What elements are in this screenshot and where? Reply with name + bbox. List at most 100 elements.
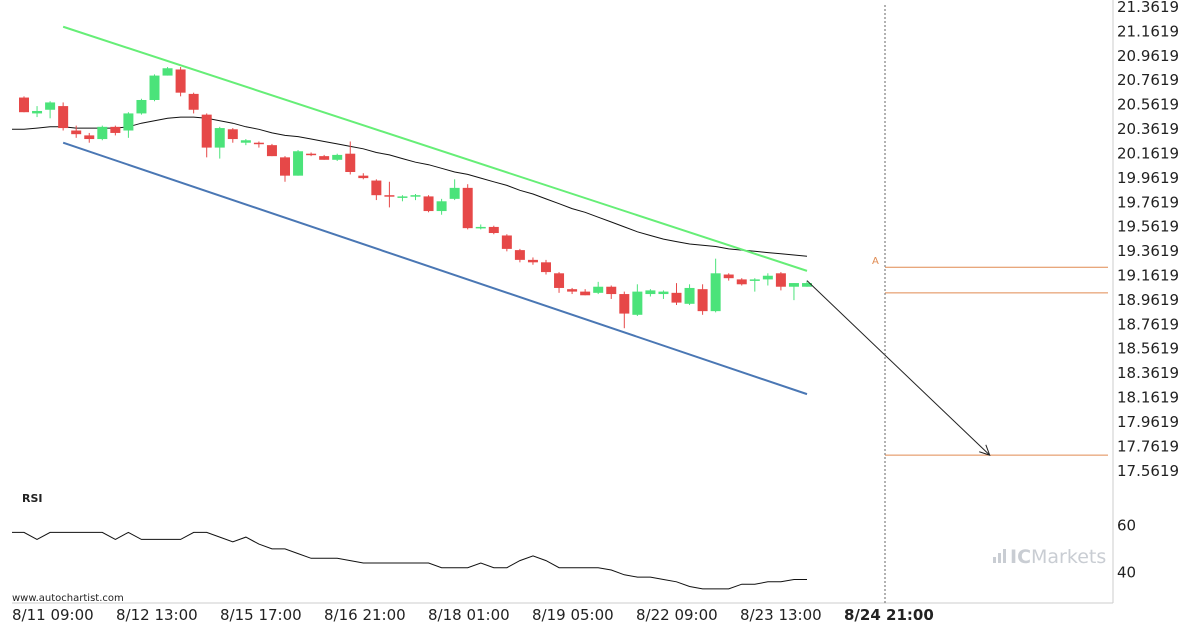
candle [306, 152, 317, 157]
y-tick-label: 19.3619 [1117, 242, 1179, 260]
rsi-label: RSI [22, 492, 43, 505]
candle-body [593, 286, 604, 293]
candle-body [541, 262, 551, 273]
candle [658, 290, 669, 299]
candle [802, 280, 812, 287]
candle [319, 154, 330, 160]
candle-body [436, 201, 447, 212]
candle-body [358, 175, 369, 179]
candle [188, 92, 199, 114]
candle [32, 106, 43, 118]
candle [227, 128, 238, 143]
x-tick-label: 8/11 09:00 [12, 606, 94, 624]
candle [266, 143, 277, 157]
y-tick-label: 18.9619 [1117, 291, 1179, 309]
y-tick-label: 18.7619 [1117, 315, 1179, 333]
candle [462, 184, 473, 230]
candle-body [423, 196, 434, 212]
candle-body [632, 291, 643, 315]
candle-body [775, 273, 786, 287]
candle-body [606, 286, 617, 295]
x-tick-label: 8/19 05:00 [532, 606, 614, 624]
x-tick-label: 8/12 13:00 [116, 606, 198, 624]
candle-body [527, 259, 538, 263]
candle [280, 156, 290, 182]
y-tick-label: 20.7619 [1117, 71, 1179, 89]
forecast-arrow-line [806, 280, 991, 456]
candle [788, 283, 799, 301]
channel-lower-line [62, 141, 808, 396]
y-tick-label: 20.1619 [1117, 144, 1179, 162]
candle-body [684, 287, 695, 304]
candle [384, 181, 395, 208]
candle [684, 284, 695, 306]
candle [423, 195, 434, 213]
y-tick-label: 18.1619 [1117, 389, 1179, 407]
watermark: ICMarkets [993, 546, 1106, 568]
candle-body [514, 250, 525, 260]
candle [136, 98, 147, 115]
candle [19, 96, 29, 113]
icmarkets-logo-icon [993, 549, 1006, 563]
watermark-suffix: Markets [1031, 546, 1106, 568]
candle [697, 284, 708, 315]
svg-text:ICMarkets: ICMarkets [1010, 546, 1106, 568]
candle-body [475, 226, 486, 229]
candle-body [162, 68, 173, 76]
y-tick-label: 20.5619 [1117, 96, 1179, 114]
candle [240, 139, 251, 146]
candle [162, 67, 173, 76]
x-tick-label: 8/15 17:00 [220, 606, 302, 624]
candle-body [658, 291, 669, 295]
forecast-arrowhead [979, 444, 991, 456]
candle-body [749, 279, 760, 281]
candle [410, 193, 421, 201]
candle [606, 285, 617, 299]
candle-body [32, 110, 43, 114]
y-tick-label: 18.5619 [1117, 340, 1179, 358]
y-tick-label: 21.3619 [1117, 0, 1179, 16]
candle [175, 67, 186, 97]
y-tick-label: 17.7619 [1117, 437, 1179, 455]
candle [488, 225, 499, 235]
candle [436, 198, 447, 215]
candle-body [201, 114, 212, 148]
candle-body [175, 69, 186, 93]
candle [554, 272, 565, 293]
candle-body [762, 275, 773, 280]
candle [527, 257, 538, 265]
candle-body [710, 273, 721, 312]
candle [593, 281, 604, 295]
x-tick-label: 8/24 21:00 [844, 606, 934, 624]
moving-average-line [12, 116, 808, 257]
candle-body [788, 283, 799, 287]
candle [45, 101, 56, 119]
candle [371, 179, 382, 201]
candle-body [384, 195, 395, 197]
candle [201, 113, 212, 158]
y-tick-label: 19.9619 [1117, 169, 1179, 187]
candle-body [645, 290, 656, 295]
candle-body [293, 151, 304, 176]
candle [253, 141, 264, 148]
candle-body [97, 126, 108, 140]
candle-body [149, 75, 160, 100]
candle-body [240, 140, 251, 143]
price-panel: A [12, 25, 1108, 456]
level-label: A [872, 256, 879, 267]
candle-body [45, 102, 56, 110]
candle-body [462, 187, 473, 229]
candle [58, 102, 69, 131]
candle-body [214, 128, 225, 148]
candle-body [723, 274, 734, 279]
candle [501, 234, 512, 252]
x-tick-label: 8/16 21:00 [324, 606, 406, 624]
candle-body [253, 142, 264, 145]
candle-body [580, 291, 591, 296]
y-tick-label: 19.7619 [1117, 193, 1179, 211]
candle [567, 287, 578, 295]
candle [541, 259, 551, 275]
candle-body [71, 130, 82, 135]
candle [632, 284, 643, 317]
